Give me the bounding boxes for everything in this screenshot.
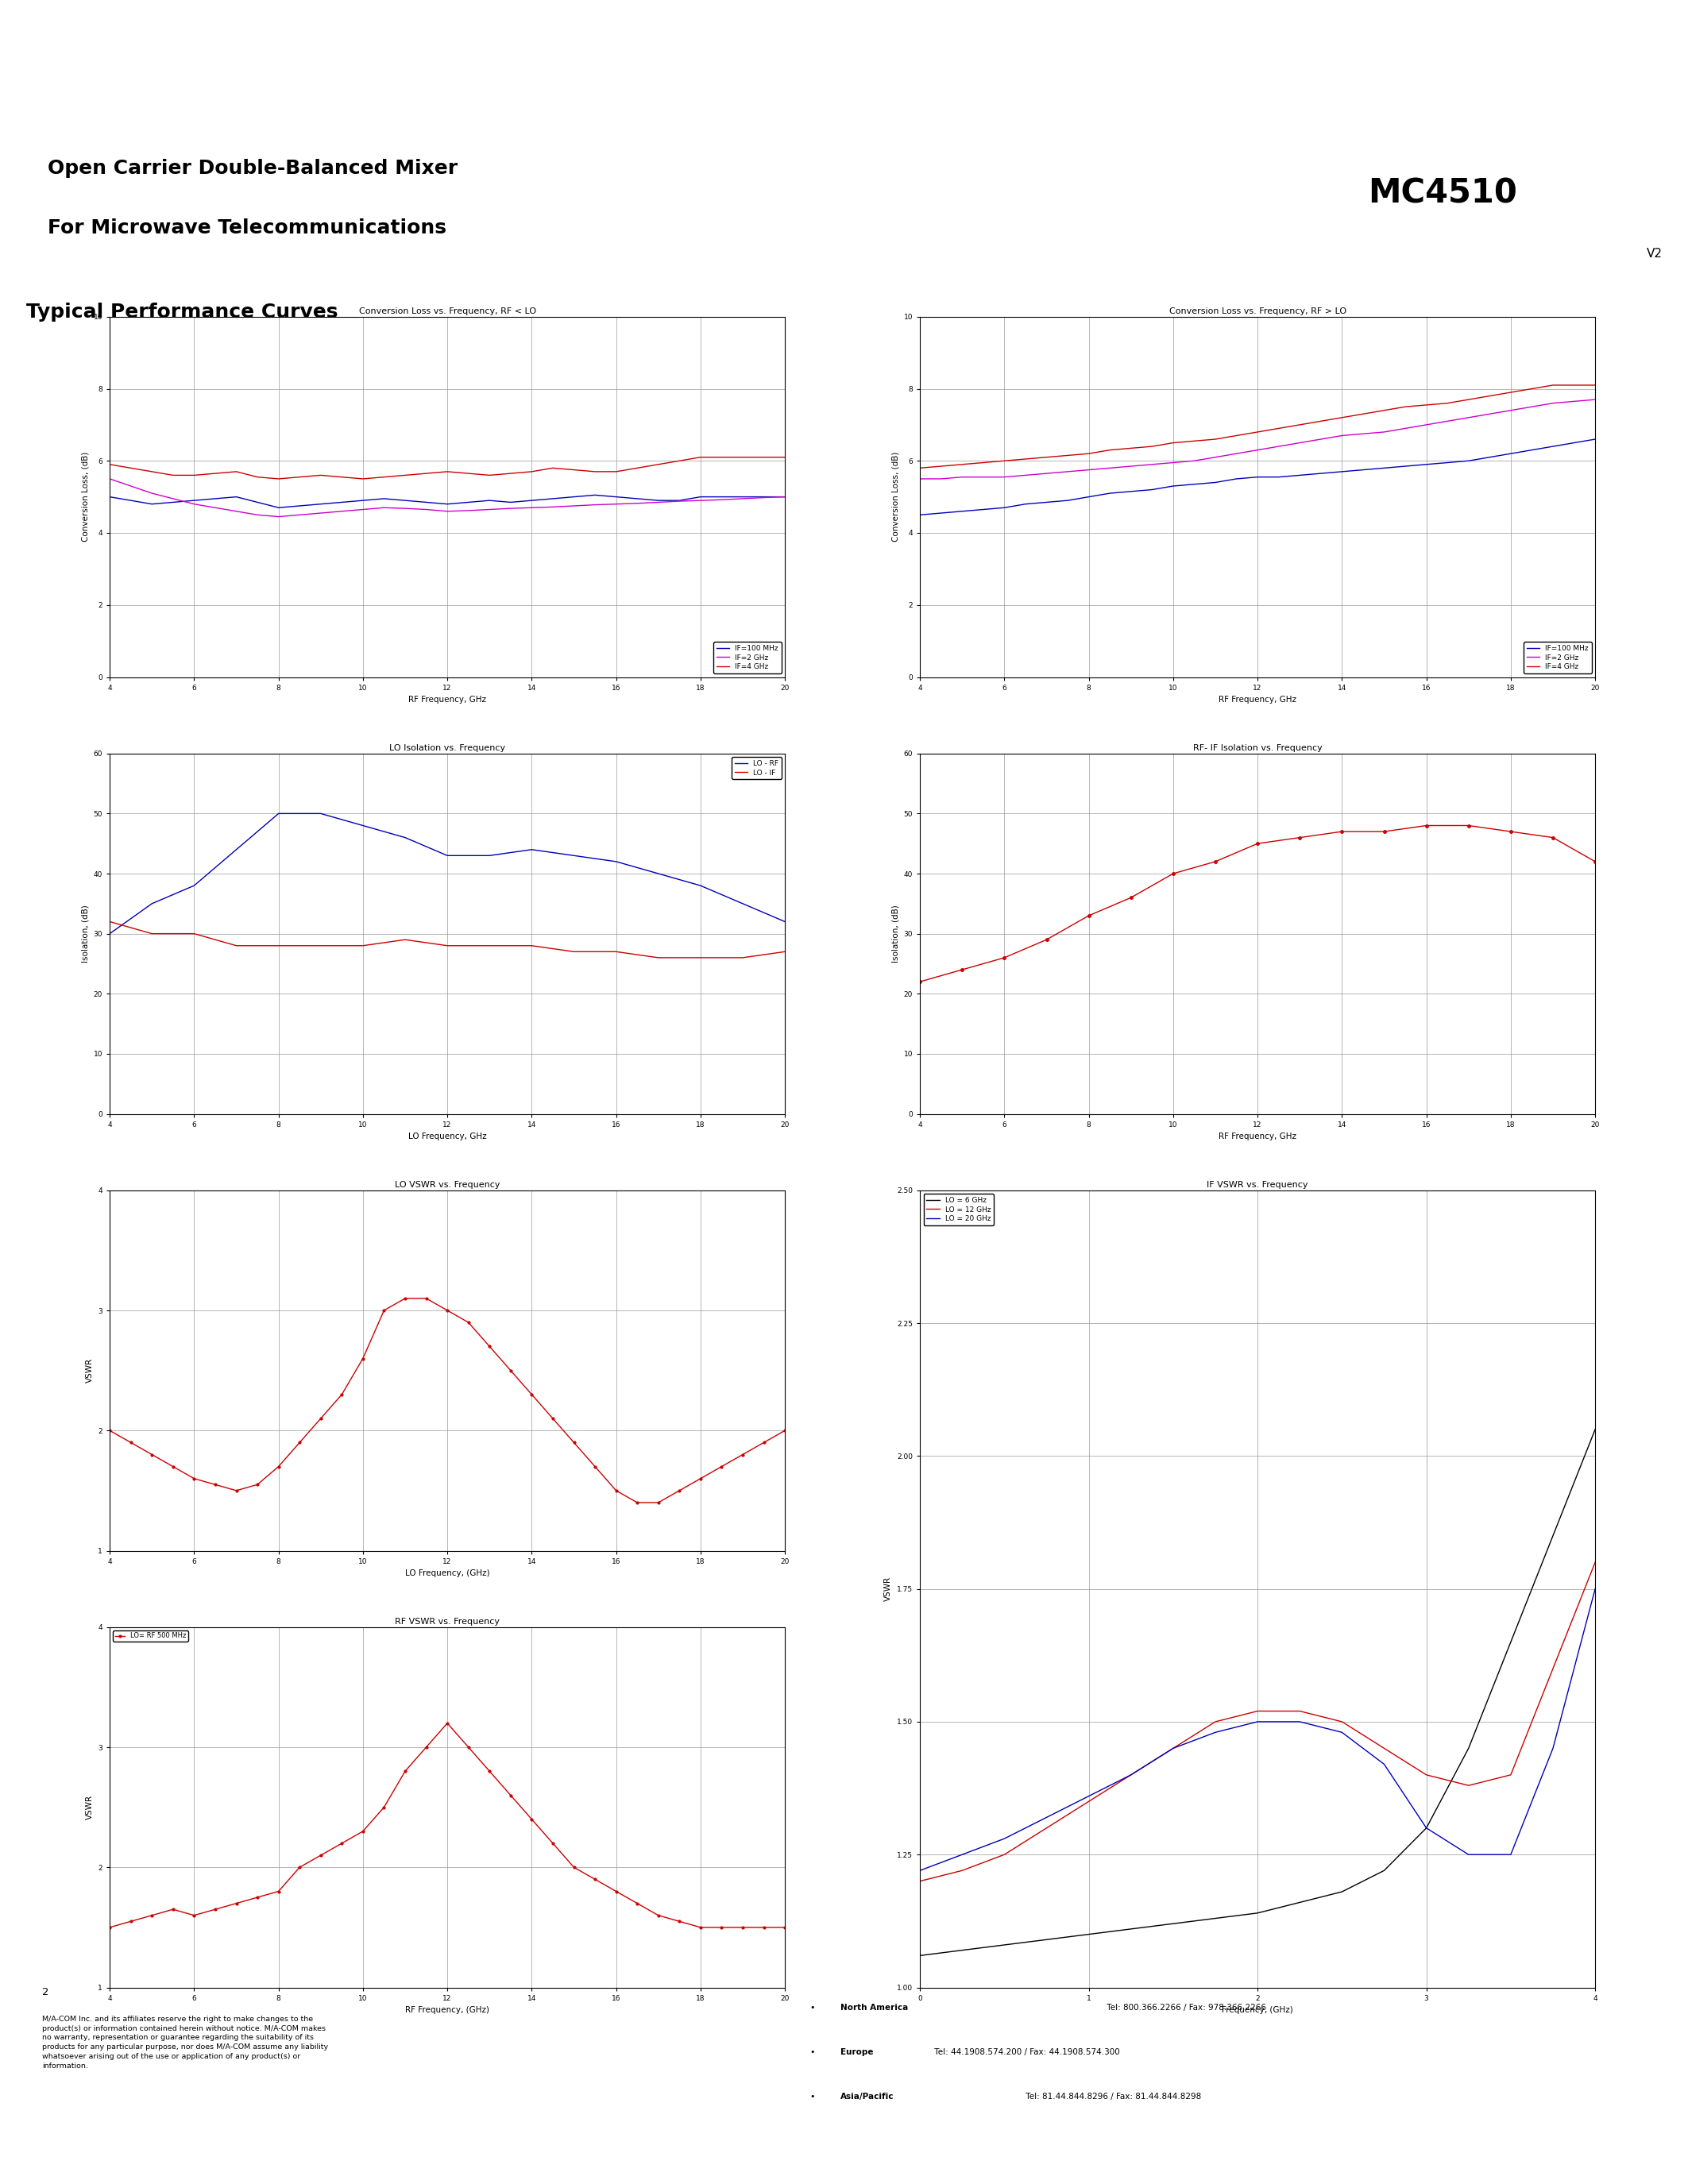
Title: LO Isolation vs. Frequency: LO Isolation vs. Frequency	[390, 745, 505, 751]
X-axis label: LO Frequency, (GHz): LO Frequency, (GHz)	[405, 1570, 490, 1577]
Title: RF- IF Isolation vs. Frequency: RF- IF Isolation vs. Frequency	[1193, 745, 1322, 751]
Text: Electronics: Electronics	[42, 107, 127, 122]
Legend: IF=100 MHz, IF=2 GHz, IF=4 GHz: IF=100 MHz, IF=2 GHz, IF=4 GHz	[714, 642, 782, 673]
Text: Europe: Europe	[841, 2049, 874, 2055]
Text: For Microwave Telecommunications: For Microwave Telecommunications	[47, 218, 446, 238]
Legend: LO - RF, LO - IF: LO - RF, LO - IF	[731, 758, 782, 780]
Text: tyco: tyco	[42, 26, 116, 57]
Text: North America: North America	[841, 2005, 908, 2011]
Title: IF VSWR vs. Frequency: IF VSWR vs. Frequency	[1207, 1182, 1308, 1188]
Y-axis label: Isolation, (dB): Isolation, (dB)	[81, 904, 89, 963]
Title: Conversion Loss vs. Frequency, RF > LO: Conversion Loss vs. Frequency, RF > LO	[1168, 308, 1347, 314]
Title: RF VSWR vs. Frequency: RF VSWR vs. Frequency	[395, 1618, 500, 1625]
Text: •: •	[810, 2092, 819, 2101]
Text: Tel: 800.366.2266 / Fax: 978.366.2266: Tel: 800.366.2266 / Fax: 978.366.2266	[1104, 2005, 1266, 2011]
X-axis label: LO Frequency, GHz: LO Frequency, GHz	[408, 1133, 486, 1140]
Text: M/A-COM Inc. and its affiliates reserve the right to make changes to the
product: M/A-COM Inc. and its affiliates reserve …	[42, 2016, 327, 2070]
Text: •: •	[810, 2005, 819, 2011]
Text: V2: V2	[1647, 249, 1663, 260]
Title: Conversion Loss vs. Frequency, RF < LO: Conversion Loss vs. Frequency, RF < LO	[358, 308, 537, 314]
Legend: LO= RF 500 MHz: LO= RF 500 MHz	[113, 1631, 187, 1642]
Y-axis label: Conversion Loss, (dB): Conversion Loss, (dB)	[81, 452, 89, 542]
X-axis label: Frequency, (GHz): Frequency, (GHz)	[1222, 2007, 1293, 2014]
Text: M/A-COM: M/A-COM	[1411, 46, 1637, 87]
Title: LO VSWR vs. Frequency: LO VSWR vs. Frequency	[395, 1182, 500, 1188]
X-axis label: RF Frequency, GHz: RF Frequency, GHz	[1219, 697, 1296, 703]
Text: Typical Performance Curves: Typical Performance Curves	[25, 304, 338, 321]
Y-axis label: VSWR: VSWR	[86, 1358, 93, 1382]
Legend: IF=100 MHz, IF=2 GHz, IF=4 GHz: IF=100 MHz, IF=2 GHz, IF=4 GHz	[1524, 642, 1592, 673]
Y-axis label: VSWR: VSWR	[885, 1577, 893, 1601]
Legend: LO = 6 GHz, LO = 12 GHz, LO = 20 GHz: LO = 6 GHz, LO = 12 GHz, LO = 20 GHz	[923, 1195, 994, 1225]
Text: MC4510: MC4510	[1367, 177, 1518, 210]
Text: •: •	[810, 2049, 819, 2055]
X-axis label: RF Frequency, GHz: RF Frequency, GHz	[1219, 1133, 1296, 1140]
Text: Open Carrier Double-Balanced Mixer: Open Carrier Double-Balanced Mixer	[47, 159, 457, 177]
Text: Tel: 81.44.844.8296 / Fax: 81.44.844.8298: Tel: 81.44.844.8296 / Fax: 81.44.844.829…	[1023, 2092, 1202, 2101]
Text: Asia/Pacific: Asia/Pacific	[841, 2092, 895, 2101]
X-axis label: RF Frequency, GHz: RF Frequency, GHz	[408, 697, 486, 703]
X-axis label: RF Frequency, (GHz): RF Frequency, (GHz)	[405, 2007, 490, 2014]
Text: Tel: 44.1908.574.200 / Fax: 44.1908.574.300: Tel: 44.1908.574.200 / Fax: 44.1908.574.…	[932, 2049, 1119, 2055]
Y-axis label: Isolation, (dB): Isolation, (dB)	[891, 904, 900, 963]
Y-axis label: VSWR: VSWR	[86, 1795, 93, 1819]
Y-axis label: Conversion Loss, (dB): Conversion Loss, (dB)	[891, 452, 900, 542]
Text: 2: 2	[42, 1987, 49, 1996]
